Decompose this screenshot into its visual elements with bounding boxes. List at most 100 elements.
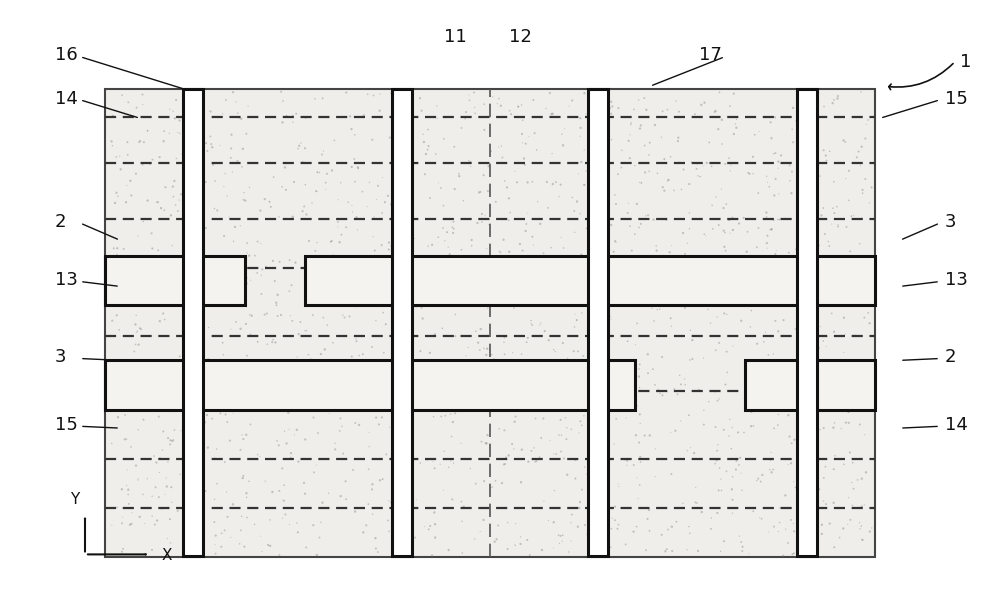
Point <box>135 384 151 394</box>
Point <box>507 540 523 550</box>
Point <box>542 301 558 310</box>
Point <box>200 354 216 364</box>
Point <box>553 232 569 242</box>
Point <box>135 99 151 109</box>
Point <box>652 304 668 314</box>
Point <box>610 103 626 113</box>
Point <box>154 378 170 387</box>
Point <box>208 530 224 540</box>
Point <box>792 415 808 425</box>
Point <box>491 287 507 297</box>
Point <box>584 372 600 382</box>
Point <box>170 506 186 516</box>
Point <box>632 383 648 392</box>
Point <box>233 525 249 535</box>
Point <box>501 247 517 257</box>
Point <box>793 205 809 214</box>
Point <box>557 413 573 423</box>
Point <box>554 430 570 440</box>
Point <box>673 416 689 426</box>
Point <box>820 397 836 407</box>
Point <box>711 485 727 495</box>
Point <box>861 198 877 208</box>
Point <box>164 436 180 446</box>
Point <box>675 498 691 508</box>
Point <box>253 531 269 541</box>
Point <box>754 514 770 524</box>
Point <box>819 156 835 166</box>
Point <box>215 109 231 119</box>
Point <box>514 349 530 359</box>
Point <box>119 480 135 490</box>
Point <box>571 503 587 513</box>
Point <box>619 460 635 470</box>
Point <box>676 374 692 384</box>
Point <box>555 140 571 150</box>
Point <box>426 508 442 517</box>
Point <box>274 370 290 379</box>
Point <box>762 464 778 474</box>
Point <box>342 312 358 322</box>
Point <box>572 113 588 123</box>
Point <box>208 549 224 559</box>
Point <box>414 373 430 383</box>
Point <box>763 118 779 128</box>
Point <box>259 339 275 349</box>
Point <box>336 312 352 322</box>
Point <box>763 225 779 235</box>
Point <box>636 275 652 285</box>
Point <box>837 329 853 339</box>
Point <box>217 457 233 467</box>
Point <box>738 278 754 288</box>
Point <box>567 455 583 465</box>
Point <box>278 185 294 195</box>
Point <box>231 112 247 122</box>
Point <box>237 196 253 206</box>
Point <box>388 193 404 203</box>
Point <box>112 151 128 161</box>
Point <box>567 474 583 484</box>
Point <box>219 191 235 201</box>
Point <box>143 255 159 265</box>
Point <box>381 238 397 248</box>
Point <box>638 105 654 115</box>
Point <box>854 501 870 511</box>
Point <box>104 137 120 147</box>
Point <box>364 342 380 352</box>
Point <box>109 249 125 259</box>
Point <box>484 350 500 360</box>
Point <box>713 546 729 556</box>
Bar <box>105 89 875 557</box>
Point <box>249 268 265 278</box>
Point <box>502 208 518 217</box>
Point <box>119 465 135 475</box>
Point <box>425 379 441 389</box>
Point <box>217 525 233 535</box>
Point <box>841 196 857 206</box>
Point <box>192 290 208 300</box>
Point <box>157 490 173 500</box>
Point <box>190 426 206 436</box>
Point <box>551 374 567 384</box>
Point <box>313 349 329 359</box>
Point <box>400 207 416 217</box>
Point <box>490 521 506 530</box>
Point <box>607 237 623 246</box>
Point <box>827 386 843 396</box>
Point <box>551 538 567 548</box>
Point <box>263 355 279 365</box>
Point <box>853 87 869 97</box>
Point <box>204 142 220 152</box>
Point <box>829 202 845 212</box>
Point <box>136 137 152 147</box>
Point <box>430 261 446 270</box>
Point <box>645 364 661 374</box>
Point <box>417 384 433 394</box>
Point <box>160 457 176 467</box>
Point <box>168 200 184 210</box>
Point <box>719 309 735 319</box>
Point <box>770 214 786 224</box>
Point <box>243 376 259 386</box>
Point <box>620 363 636 373</box>
Point <box>301 236 317 246</box>
